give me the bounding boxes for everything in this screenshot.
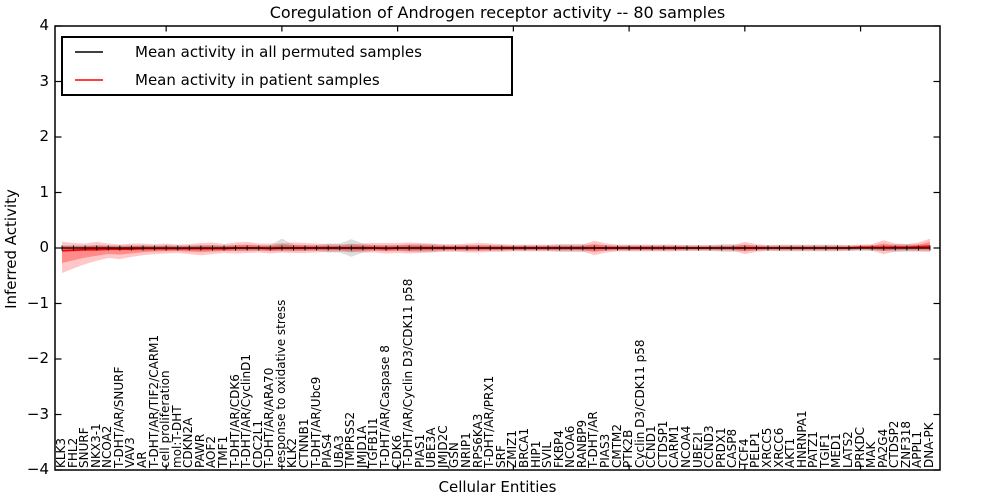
y-tick-label: 2 — [39, 127, 49, 145]
x-axis-label: Cellular Entities — [438, 478, 557, 496]
red-line-swatch — [75, 79, 103, 81]
chart-title: Coregulation of Androgen receptor activi… — [269, 3, 726, 22]
entity-label: DNA-PK — [922, 422, 936, 468]
legend: Mean activity in all permuted samples Me… — [61, 36, 513, 96]
y-tick-label: 0 — [39, 238, 49, 256]
legend-label-patient: Mean activity in patient samples — [135, 71, 380, 89]
y-tick-label: −1 — [26, 293, 49, 312]
legend-item-patient: Mean activity in patient samples — [63, 66, 511, 94]
y-tick-label: 4 — [39, 16, 49, 34]
y-tick-label: 3 — [39, 71, 49, 90]
y-tick-label: −2 — [26, 349, 49, 367]
y-tick-label: −4 — [26, 460, 49, 478]
y-tick-label: 1 — [39, 182, 49, 201]
legend-item-permuted: Mean activity in all permuted samples — [63, 38, 511, 66]
black-line-swatch — [75, 51, 103, 53]
legend-label-permuted: Mean activity in all permuted samples — [135, 43, 422, 61]
y-tick-label: −3 — [26, 404, 49, 423]
